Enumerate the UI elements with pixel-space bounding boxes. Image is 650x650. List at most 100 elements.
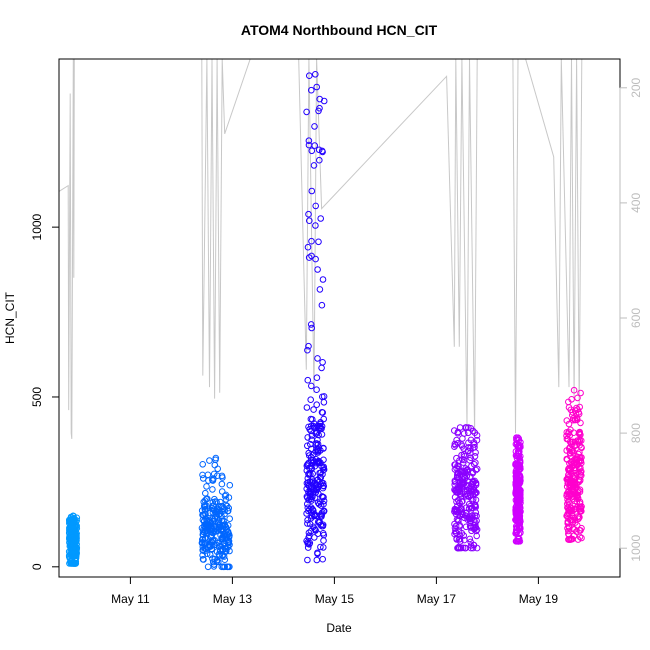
data-point	[514, 504, 522, 511]
data-point	[308, 147, 316, 155]
data-point	[461, 453, 468, 460]
data-point	[201, 502, 209, 509]
data-point	[222, 545, 230, 553]
data-point	[318, 301, 326, 309]
data-point	[307, 321, 315, 328]
chart-title: ATOM4 Northbound HCN_CIT	[241, 22, 438, 38]
data-point	[304, 544, 312, 551]
data-point	[306, 490, 314, 497]
data-point	[514, 434, 522, 442]
data-point	[570, 532, 578, 540]
data-point	[220, 553, 228, 560]
data-point	[209, 477, 217, 484]
data-point	[209, 486, 216, 493]
data-point	[453, 536, 461, 543]
data-point	[225, 530, 233, 538]
data-point	[576, 526, 583, 534]
data-point	[67, 537, 75, 545]
data-point	[320, 500, 327, 508]
data-point	[456, 523, 464, 530]
data-point	[200, 498, 207, 506]
data-point	[459, 544, 467, 552]
data-point	[222, 491, 230, 499]
data-point	[224, 507, 232, 515]
data-point	[459, 435, 466, 442]
data-point	[304, 461, 311, 468]
data-point	[454, 497, 462, 504]
data-point	[467, 542, 475, 549]
data-point	[516, 473, 524, 481]
data-point	[572, 484, 580, 492]
data-point	[209, 476, 216, 484]
data-point	[460, 459, 467, 466]
data-point	[304, 520, 311, 527]
data-point	[202, 524, 209, 532]
data-point	[315, 431, 322, 439]
data-point	[473, 512, 480, 520]
data-point	[319, 530, 327, 537]
data-point	[66, 536, 74, 544]
data-point	[202, 510, 209, 517]
data-point	[308, 237, 315, 245]
data-point	[66, 524, 73, 532]
data-point	[513, 466, 520, 474]
data-point	[308, 324, 316, 332]
data-point	[210, 561, 218, 568]
data-point	[320, 97, 328, 105]
data-point	[219, 535, 226, 542]
altitude-trace	[58, 58, 583, 439]
data-point	[212, 454, 220, 462]
data-point	[306, 426, 314, 433]
data-point	[226, 563, 233, 571]
data-point	[576, 457, 583, 464]
data-point	[473, 532, 481, 540]
data-point	[472, 523, 479, 531]
data-point	[311, 123, 318, 130]
data-point	[305, 210, 312, 218]
data-point	[576, 513, 583, 521]
secondary-tick-label: 200	[629, 77, 643, 97]
data-point	[458, 441, 466, 449]
data-point	[66, 517, 73, 525]
data-point	[305, 488, 312, 496]
data-point	[320, 399, 328, 406]
data-point	[565, 498, 573, 505]
data-point	[471, 441, 478, 448]
data-point	[313, 386, 320, 394]
data-point	[465, 444, 473, 451]
data-point	[215, 524, 222, 531]
data-point	[564, 504, 571, 511]
data-point	[219, 546, 227, 554]
data-point	[209, 509, 217, 517]
data-point	[462, 424, 470, 431]
data-point	[204, 563, 212, 571]
data-point	[514, 482, 522, 490]
data-point	[304, 500, 311, 508]
data-point	[310, 406, 317, 413]
data-point	[312, 202, 320, 210]
data-point	[200, 528, 208, 536]
data-point	[314, 355, 321, 362]
data-point	[320, 544, 327, 551]
data-point	[320, 463, 328, 471]
data-point	[306, 452, 313, 459]
data-point	[320, 507, 328, 515]
x-tick-label: May 11	[111, 592, 150, 606]
data-point	[578, 534, 585, 542]
data-point	[224, 522, 232, 529]
data-point	[304, 479, 312, 486]
data-point	[308, 86, 315, 94]
data-point	[513, 461, 521, 469]
data-point	[305, 342, 312, 350]
series-3	[303, 71, 328, 564]
data-point	[461, 468, 469, 475]
data-point	[514, 443, 522, 450]
x-tick-label: May 19	[519, 592, 559, 606]
data-point	[203, 483, 210, 490]
data-point	[312, 71, 319, 78]
data-point	[575, 450, 582, 458]
data-point	[451, 524, 459, 532]
data-point	[69, 531, 76, 538]
data-point	[512, 478, 520, 486]
data-point	[567, 491, 574, 499]
